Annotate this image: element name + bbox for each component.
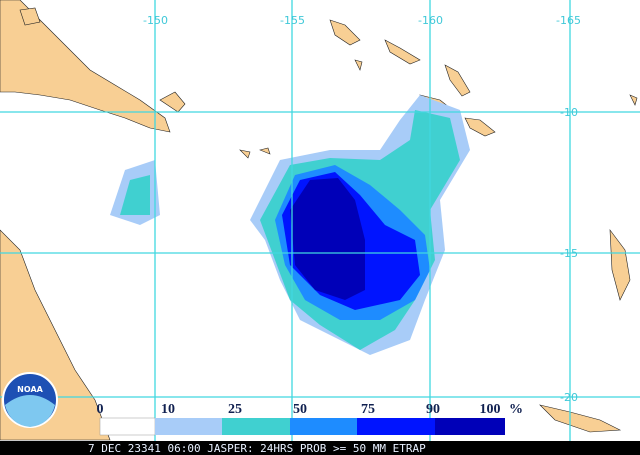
prob-90 (290, 178, 365, 300)
lon-label: -155 (280, 14, 305, 27)
caption: 7 DEC 23341 06:00 JASPER: 24HRS PROB >= … (88, 442, 426, 455)
legend-label: 50 (293, 402, 307, 417)
lat-label: -10 (560, 106, 578, 119)
caption-bar (0, 441, 640, 455)
legend-swatch (435, 418, 505, 435)
legend-label: 25 (228, 402, 242, 417)
legend: 0 10 25 50 75 90 100 % (97, 402, 523, 436)
legend-unit: % (509, 402, 523, 417)
noaa-logo: NOAA (2, 372, 58, 428)
legend-swatch (155, 418, 222, 435)
islands (19, 7, 638, 159)
lon-label: -165 (556, 14, 581, 27)
legend-label: 100 (480, 402, 501, 417)
logo-text: NOAA (17, 385, 43, 394)
lon-label: -150 (143, 14, 168, 27)
lon-label: -160 (418, 14, 443, 27)
legend-label: 10 (161, 402, 175, 417)
legend-swatch (357, 418, 435, 435)
legend-swatch (290, 418, 357, 435)
legend-swatch (99, 417, 156, 436)
legend-label: 75 (361, 402, 375, 417)
new-britain (159, 91, 186, 113)
lat-label: -20 (560, 391, 578, 404)
lat-label: -15 (560, 247, 578, 260)
legend-label: 90 (426, 402, 440, 417)
legend-label: 0 (97, 402, 104, 417)
new-guinea (0, 0, 171, 133)
legend-swatch (222, 418, 290, 435)
graticule (0, 0, 640, 441)
logo-wave (5, 395, 55, 427)
